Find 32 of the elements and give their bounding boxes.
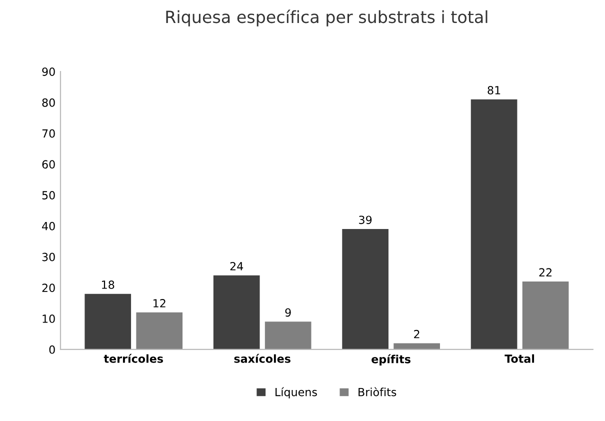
data-label: 24 [230, 262, 244, 270]
y-tick-label: 30 [42, 252, 55, 262]
bar [213, 275, 260, 350]
bar [522, 282, 569, 350]
data-label: 9 [285, 308, 291, 317]
y-tick-label: 80 [42, 98, 55, 107]
legend-label: Líquens [276, 387, 317, 398]
bar [264, 322, 312, 350]
y-tick-label: 0 [49, 345, 55, 354]
y-tick-label: 70 [42, 129, 55, 138]
y-tick-label: 40 [42, 222, 55, 230]
x-tick-label: saxícoles [234, 354, 290, 363]
y-tick-label: 60 [42, 160, 55, 169]
y-tick-label: 90 [42, 68, 55, 76]
bar [84, 294, 132, 350]
y-tick-label: 50 [42, 191, 55, 200]
x-tick-label: Total [504, 354, 534, 363]
bar [470, 99, 518, 350]
x-tick-label: epífits [372, 354, 410, 366]
data-label: 2 [414, 330, 420, 338]
legend-label: Briòfits [358, 387, 396, 396]
bar [342, 229, 388, 350]
data-label: 22 [539, 268, 552, 276]
data-label: 39 [359, 216, 372, 224]
bar [136, 312, 183, 350]
y-tick-label: 10 [42, 314, 55, 323]
data-label: 12 [154, 299, 166, 308]
data-label: 81 [488, 86, 500, 94]
x-tick-label: terrícoles [104, 354, 163, 363]
data-label: 18 [102, 280, 114, 289]
chart-title: Riquesa específica per substrats i total [166, 10, 488, 26]
y-tick-label: 20 [42, 284, 55, 292]
